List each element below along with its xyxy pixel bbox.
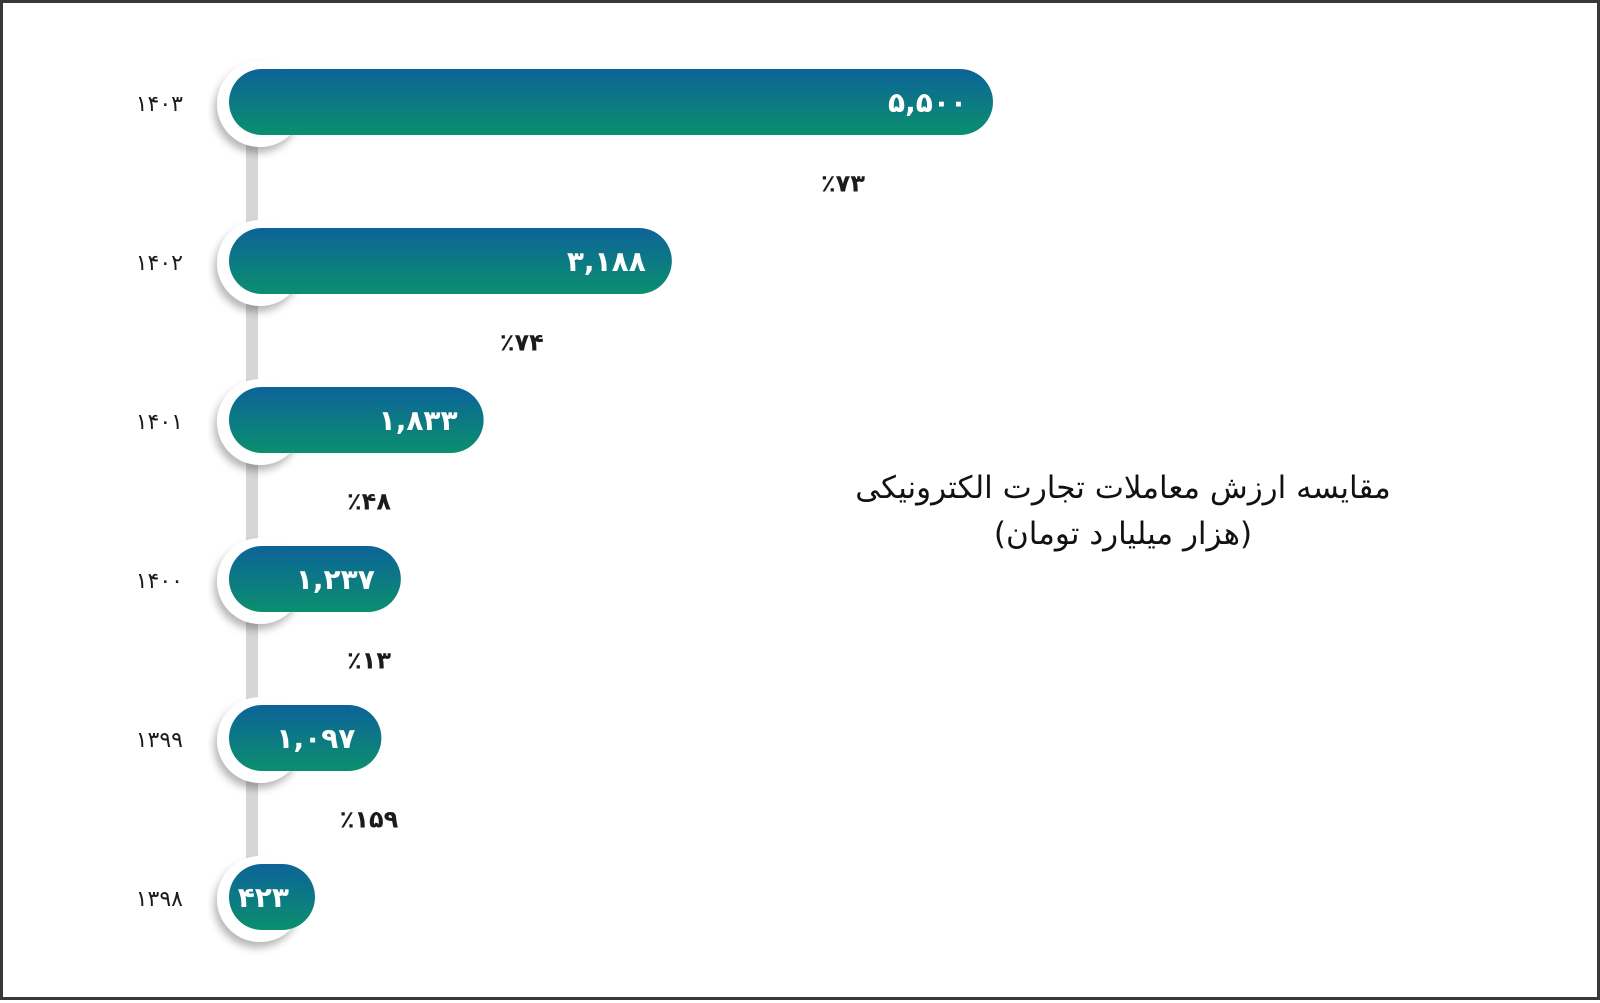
chart-title-block: مقایسه ارزش معاملات تجارت الکترونیکی (هز…	[793, 465, 1453, 557]
year-label: ۱۳۹۸	[136, 887, 183, 912]
bar-connector	[246, 771, 258, 864]
growth-label: ٪۷۳	[821, 170, 865, 198]
bar-value-label: ۳,۱۸۸	[567, 245, 646, 278]
growth-label: ٪۴۸	[347, 488, 391, 516]
bar	[229, 387, 484, 453]
bar	[229, 546, 401, 612]
chart-subtitle: (هزار میلیارد تومان)	[993, 516, 1253, 552]
bar	[229, 69, 993, 135]
year-label: ۱۴۰۰	[136, 569, 183, 594]
bar	[229, 864, 315, 930]
bar-value-label: ۱,۲۳۷	[296, 563, 375, 596]
bar	[229, 228, 672, 294]
bar-connector	[246, 294, 258, 387]
year-label: ۱۴۰۲	[136, 251, 183, 276]
year-label: ۱۴۰۱	[136, 410, 183, 435]
chart-title: مقایسه ارزش معاملات تجارت الکترونیکی	[855, 470, 1391, 506]
growth-label: ٪۷۴	[500, 329, 544, 357]
year-label: ۱۴۰۳	[136, 92, 183, 117]
bar-value-label: ۵,۵۰۰	[888, 86, 967, 119]
bar-connector	[246, 612, 258, 705]
bar-connector	[246, 453, 258, 546]
bar-value-label: ۱,۰۹۷	[276, 722, 355, 755]
bar-connector	[246, 135, 258, 228]
growth-label: ٪۱۳	[347, 647, 391, 675]
bar	[229, 705, 382, 771]
growth-label: ٪۱۵۹	[340, 806, 399, 834]
bar-value-label: ۴۲۳	[238, 881, 289, 914]
bar-value-label: ۱,۸۳۳	[379, 404, 458, 437]
year-label: ۱۳۹۹	[136, 728, 183, 753]
bar-chart: ۵,۵۰۰ ۱۴۰۳ ٪۷۳ ۳,۱۸۸ ۱۴۰۲ ٪۷۴ ۱,۸۳۳ ۱۴۰۱ ٪۴۸ ۱,۲۳…	[136, 61, 993, 942]
